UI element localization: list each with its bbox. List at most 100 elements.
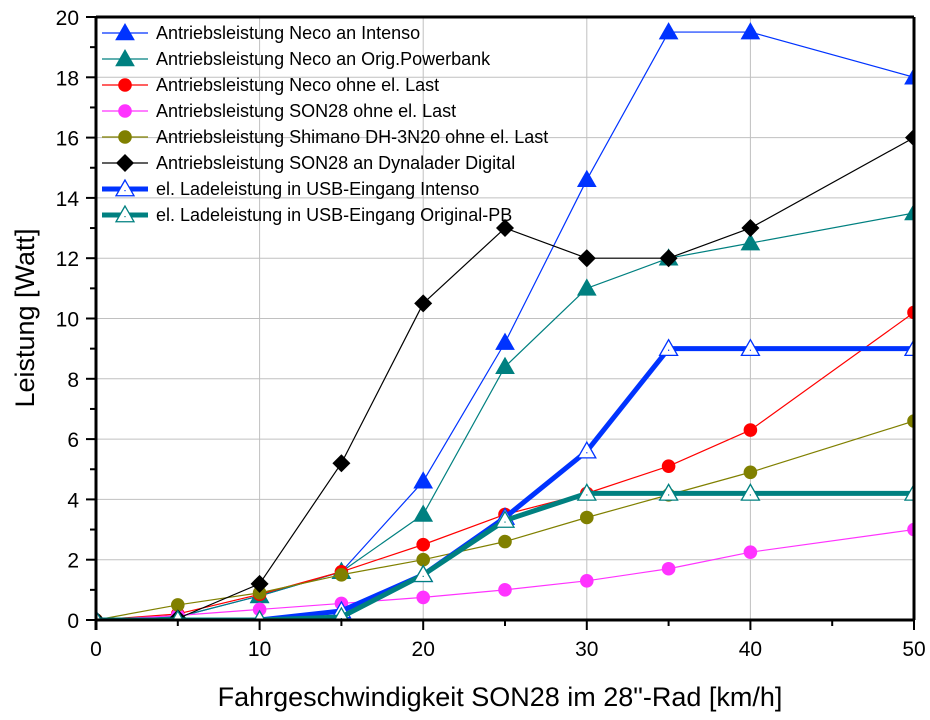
series-line [96, 311, 914, 620]
data-point-diamond [250, 574, 269, 593]
open-triangle-shape [576, 440, 597, 459]
open-triangle-dot [749, 349, 751, 351]
open-triangle-shape [576, 483, 597, 501]
data-point-diamond [414, 294, 433, 313]
legend-entry: Antriebsleistung Neco an Intenso [102, 22, 420, 43]
open-triangle-dot [668, 349, 670, 351]
y-axis-title: Leistung [Watt] [10, 228, 40, 407]
open-triangle-dot [124, 216, 126, 218]
data-point-triangle [904, 67, 914, 85]
data-point-circle [416, 552, 431, 567]
data-point-circle [118, 104, 132, 118]
legend-entry: Antriebsleistung Neco an Orig.Powerbank [102, 48, 491, 69]
data-point-triangle [413, 504, 434, 522]
data-point-open-triangle [658, 483, 679, 501]
legend: Antriebsleistung Neco an Intenso Antriebs… [102, 22, 548, 225]
open-triangle-shape [114, 204, 136, 223]
legend-entry: el. Ladeleistung in USB-Eingang Original… [102, 204, 512, 225]
data-point-circle [416, 537, 431, 552]
open-triangle-shape [903, 483, 914, 501]
x-tick-label: 0 [90, 638, 102, 661]
open-triangle-dot [504, 521, 506, 523]
series-layer [96, 22, 914, 620]
open-triangle-dot [668, 494, 670, 496]
y-tick-label: 4 [67, 489, 79, 512]
data-point-triangle [576, 169, 597, 188]
data-point-diamond [577, 249, 596, 268]
data-point-open-triangle [413, 564, 434, 583]
open-triangle-dot [749, 494, 751, 496]
data-point-circle [743, 423, 758, 437]
legend-label: Antriebsleistung Neco an Intenso [156, 23, 420, 43]
y-tick-label: 10 [56, 309, 79, 332]
data-point-circle [743, 465, 758, 480]
legend-label: Antriebsleistung SON28 an Dynalader Digi… [156, 153, 515, 173]
x-axis-title: Fahrgeschwindigkeit SON28 im 28"-Rad [km… [218, 682, 783, 712]
data-point-open-triangle [740, 338, 761, 357]
data-point-open-triangle [740, 483, 761, 501]
x-tick-label: 30 [575, 638, 598, 661]
data-point-triangle [658, 22, 679, 40]
series-line [96, 212, 914, 620]
data-point-circle [661, 459, 676, 474]
data-point-circle [661, 561, 676, 576]
y-tick-label: 18 [56, 67, 79, 90]
x-tick-label: 50 [902, 638, 925, 661]
open-triangle-shape [903, 338, 914, 357]
x-tick-label: 40 [739, 638, 762, 661]
y-tick-label: 0 [67, 610, 79, 633]
series-group [96, 22, 914, 620]
open-triangle-shape [740, 483, 761, 501]
y-tick-label: 20 [56, 7, 79, 30]
data-point-diamond [496, 219, 514, 238]
open-triangle-shape [114, 178, 136, 197]
data-point-diamond [332, 454, 351, 473]
open-triangle-dot [586, 452, 588, 454]
open-triangle-shape [658, 338, 679, 357]
y-tick-label: 14 [56, 188, 80, 211]
open-triangle-shape [333, 606, 350, 620]
data-point-diamond [116, 154, 134, 172]
legend-label: el. Ladeleistung in USB-Eingang Original… [156, 205, 512, 225]
y-tick-label: 8 [67, 369, 79, 392]
open-triangle-shape [494, 510, 516, 528]
data-point-diamond [905, 128, 914, 147]
data-point-circle [416, 590, 431, 605]
data-point-triangle [740, 233, 761, 251]
data-point-triangle [495, 356, 515, 374]
series-6 [96, 128, 914, 620]
series-line [96, 528, 914, 620]
data-point-triangle [115, 22, 135, 41]
data-point-circle [907, 522, 914, 537]
open-triangle-dot [124, 190, 126, 192]
open-triangle-dot [586, 494, 588, 496]
open-triangle-shape [413, 564, 434, 583]
open-triangle-shape [658, 483, 679, 501]
legend-label: Antriebsleistung Neco an Orig.Powerbank [156, 49, 491, 69]
data-point-diamond [741, 219, 760, 238]
x-tick-label: 20 [412, 638, 435, 661]
data-point-circle [118, 78, 132, 92]
legend-label: Antriebsleistung Neco ohne el. Last [156, 75, 439, 95]
data-point-triangle [495, 332, 515, 350]
data-point-circle [743, 545, 758, 559]
data-point-triangle [904, 202, 914, 221]
x-tick-label: 10 [248, 638, 271, 661]
legend-label: el. Ladeleistung in USB-Eingang Intenso [156, 179, 479, 199]
legend-entry: Antriebsleistung Shimano DH-3N20 ohne el… [102, 127, 548, 147]
data-point-circle [171, 598, 185, 612]
data-point-triangle [576, 278, 597, 296]
data-point-circle [498, 583, 512, 597]
data-point-triangle [740, 22, 761, 40]
data-point-triangle [413, 471, 434, 489]
open-triangle-dot [422, 575, 424, 577]
data-point-open-triangle [114, 178, 136, 197]
y-tick-label: 6 [67, 429, 79, 452]
data-point-open-triangle [494, 510, 516, 528]
y-tick-label: 12 [56, 248, 79, 271]
data-point-open-triangle [576, 483, 597, 501]
legend-entry: Antriebsleistung Neco ohne el. Last [102, 75, 439, 95]
data-point-circle [498, 534, 512, 549]
data-point-circle [334, 567, 349, 582]
